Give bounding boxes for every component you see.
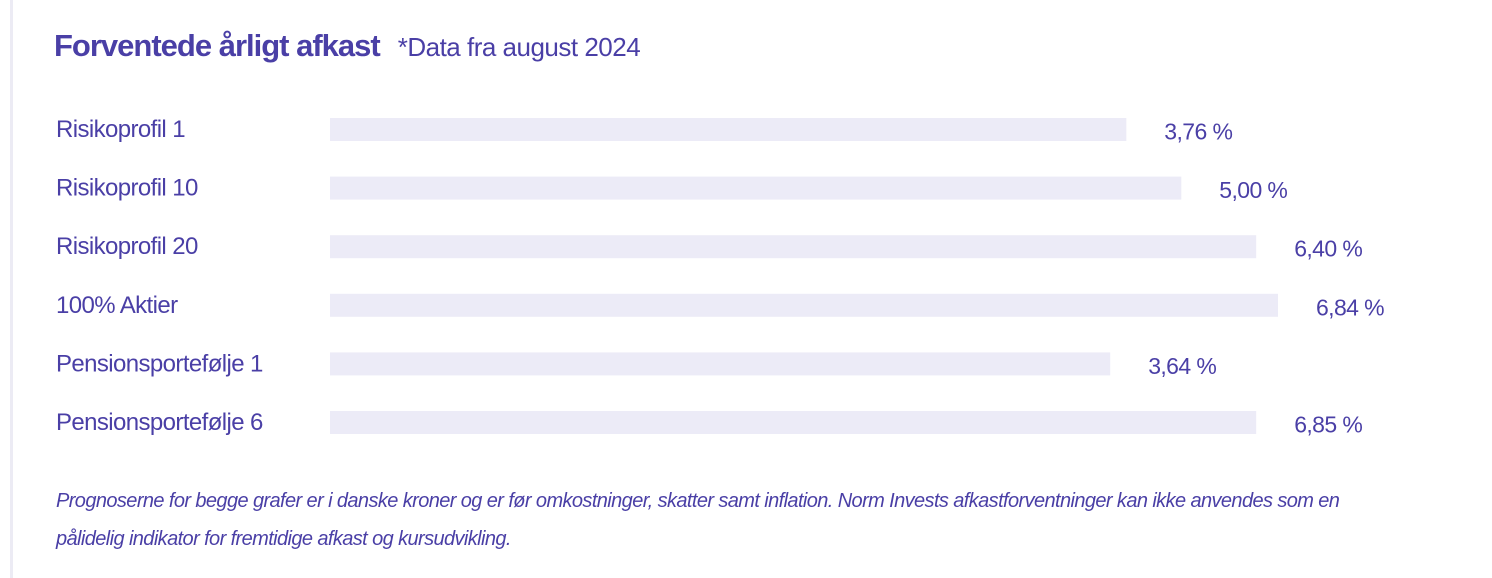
chart-title: Forventede årligt afkast <box>54 28 381 63</box>
value-label: 6,40 % <box>1294 236 1362 262</box>
bar <box>330 176 1182 200</box>
value-label: 3,64 % <box>1148 353 1216 379</box>
value-label: 6,85 % <box>1294 412 1362 438</box>
bar <box>330 352 1111 376</box>
chart-subtitle: *Data fra august 2024 <box>397 32 641 62</box>
left-border-rule <box>10 0 13 578</box>
value-label: 6,84 % <box>1316 294 1384 320</box>
bar <box>330 293 1278 317</box>
bar <box>330 118 1127 141</box>
bar <box>330 235 1257 259</box>
value-label: 5,00 % <box>1219 177 1287 203</box>
value-label: 3,76 % <box>1164 119 1232 145</box>
category-label: Risikoprofil 20 <box>56 233 198 260</box>
footnote-line-2: pålidelig indikator for fremtidige afkas… <box>56 528 511 550</box>
category-label: Risikoprofil 1 <box>56 116 185 143</box>
category-label: 100% Aktier <box>56 292 178 319</box>
category-label: Pensionsportefølje 6 <box>56 409 263 436</box>
footnote-line-1: Prognoserne for begge grafer er i danske… <box>56 490 1340 512</box>
chart-header: Forventede årligt afkast *Data fra augus… <box>54 28 641 64</box>
footnote: Prognoserne for begge grafer er i danske… <box>56 482 1486 558</box>
category-label: Pensionsportefølje 1 <box>56 350 263 377</box>
bar <box>330 411 1257 434</box>
horizontal-bar-chart: Risikoprofil 1 3,76 % Risikoprofil 10 5,00 … <box>56 116 1385 438</box>
category-label: Risikoprofil 10 <box>56 175 198 202</box>
